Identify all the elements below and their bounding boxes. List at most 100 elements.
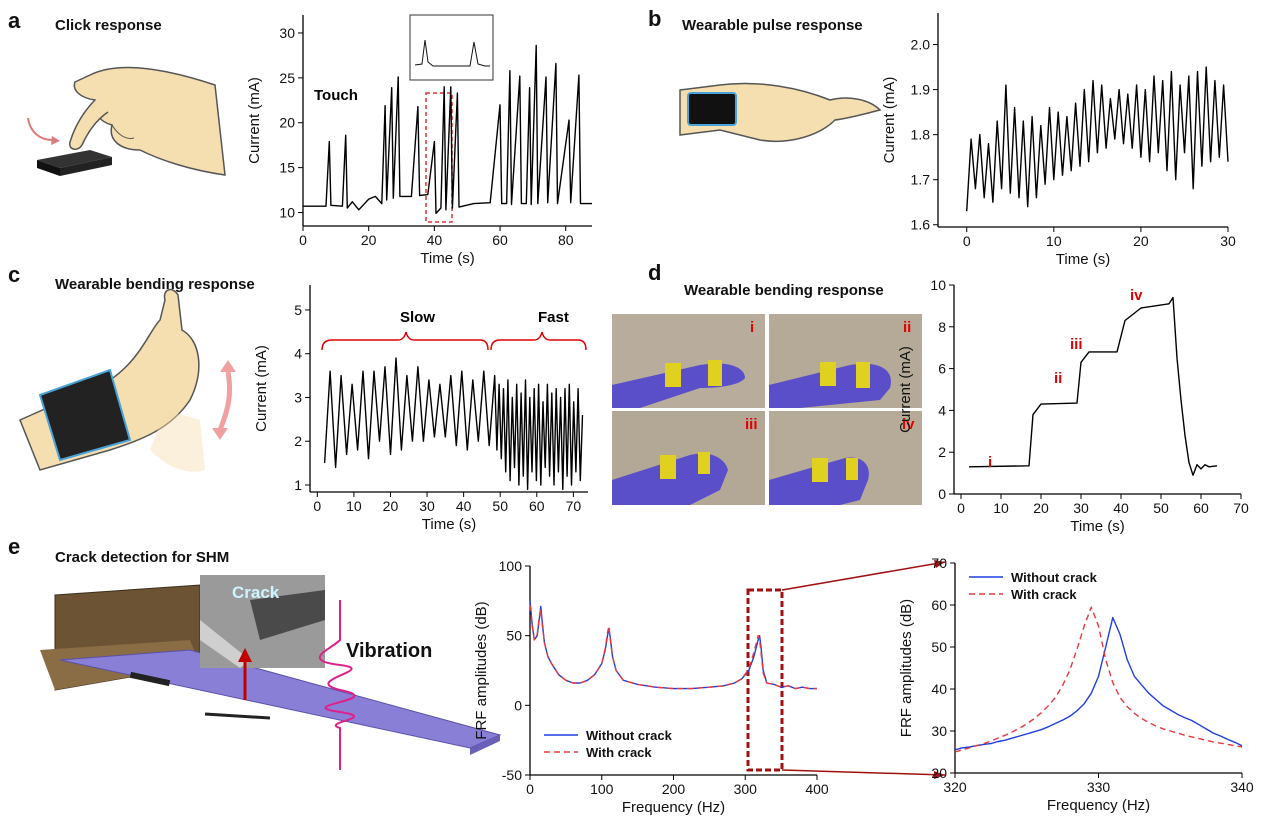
panel-label: d [648,260,661,285]
annotation: Slow [400,309,435,326]
x-tick-label: 0 [526,781,534,797]
series-line [530,601,817,689]
x-tick-label: 30 [1073,500,1089,516]
x-axis-label: Time (s) [1056,251,1110,268]
y-tick-label: 8 [938,319,946,335]
y-tick-label: 15 [279,160,295,176]
photo-grid [612,314,922,505]
vibration-label: Vibration [346,640,432,662]
bending-illustration [20,290,236,472]
y-tick-label: 3 [294,389,302,405]
x-tick-label: 330 [1087,779,1111,795]
x-tick-label: 60 [492,232,508,248]
y-tick-label: 5 [294,302,302,318]
panel-title: Wearable bending response [55,276,255,293]
y-tick-label: 30 [931,723,947,739]
y-tick-label: 25 [279,70,295,86]
x-tick-label: 10 [993,500,1009,516]
x-tick-label: 200 [662,781,686,797]
x-tick-label: 0 [313,498,321,514]
y-tick-label: 4 [294,346,302,362]
y-axis-label: FRF amplitudes (dB) [473,601,490,739]
inset-frame [410,15,493,80]
x-tick-label: 10 [1046,233,1062,249]
y-tick-label: 1.9 [911,82,931,98]
x-tick-label: 100 [590,781,614,797]
annotation: iv [1130,287,1143,304]
series-line [530,605,817,689]
x-tick-label: 20 [1033,500,1049,516]
y-tick-label: 50 [931,639,947,655]
x-tick-label: 40 [456,498,472,514]
series-line [955,607,1242,752]
x-axis-label: Time (s) [422,516,476,533]
y-tick-label: 1.8 [911,127,931,143]
legend-label: Without crack [1011,570,1098,585]
y-axis-label: Current (mA) [253,345,270,432]
x-tick-label: 80 [558,232,574,248]
legend-label: With crack [1011,587,1077,602]
zoom-arrow [782,770,945,775]
x-tick-label: 0 [957,500,965,516]
y-tick-label: 10 [930,277,946,293]
y-tick-label: 50 [506,628,522,644]
annotation: i [988,454,992,471]
y-tick-label: 100 [499,558,523,574]
annotation-brace [322,332,488,350]
x-axis-label: Time (s) [1070,518,1124,535]
x-tick-label: 60 [1193,500,1209,516]
x-tick-label: 40 [1113,500,1129,516]
series-line [969,298,1217,476]
y-tick-label: 70 [931,555,947,571]
legend-label: With crack [586,745,652,760]
x-tick-label: 30 [419,498,435,514]
x-tick-label: 50 [1153,500,1169,516]
y-tick-label: 40 [931,681,947,697]
x-tick-label: 400 [805,781,829,797]
x-tick-label: 70 [1233,500,1249,516]
y-axis-label: Current (mA) [897,346,914,433]
annotation: Touch [314,87,358,104]
y-axis-label: FRF amplitudes (dB) [898,599,915,737]
y-axis-label: Current (mA) [246,77,263,164]
series-line [967,67,1228,211]
annotation-brace [491,332,586,350]
x-tick-label: 60 [529,498,545,514]
x-tick-label: 300 [734,781,758,797]
x-axis-label: Time (s) [420,250,474,267]
x-tick-label: 340 [1230,779,1254,795]
y-tick-label: 20 [931,765,947,781]
y-tick-label: 20 [279,115,295,131]
annotation: ii [1054,370,1062,387]
panel-label: a [8,8,21,33]
y-tick-label: 2 [294,433,302,449]
x-tick-label: 10 [346,498,362,514]
y-tick-label: 6 [938,361,946,377]
click-illustration [28,68,225,176]
y-tick-label: 1.6 [911,217,931,233]
x-axis-label: Frequency (Hz) [622,799,725,816]
y-tick-label: 0 [514,697,522,713]
figure: a Click response b Wearable pulse respon… [0,0,1268,831]
panel-label: e [8,534,20,559]
y-tick-label: 10 [279,205,295,221]
y-tick-label: 30 [279,25,295,41]
panel-title: Wearable bending response [684,282,884,299]
y-tick-label: -50 [502,767,522,783]
y-tick-label: 0 [938,486,946,502]
y-axis-label: Current (mA) [881,77,898,164]
x-tick-label: 30 [1220,233,1236,249]
x-tick-label: 0 [963,233,971,249]
y-tick-label: 4 [938,402,946,418]
annotation: Fast [538,309,569,326]
panel-label: b [648,6,661,31]
x-axis-label: Frequency (Hz) [1047,797,1150,814]
zoom-arrow [782,562,945,590]
crack-label: Crack [232,583,280,602]
y-tick-label: 2.0 [911,37,931,53]
